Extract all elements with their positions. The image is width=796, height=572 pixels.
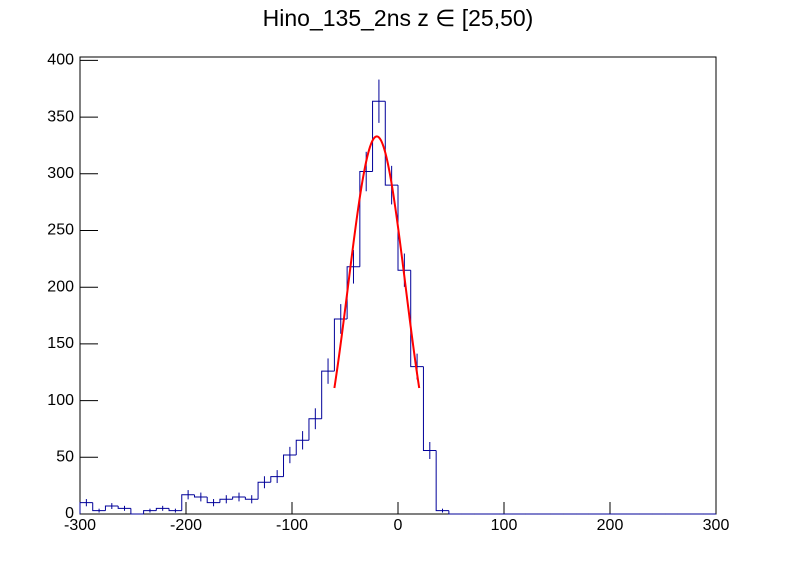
histogram-bin	[232, 496, 246, 500]
histogram-bin	[155, 507, 170, 511]
histogram-bin	[308, 418, 322, 441]
fit-curve	[333, 135, 421, 389]
histogram-bin	[410, 270, 424, 368]
histogram-bin	[333, 318, 348, 372]
x-tick-label: -200	[170, 517, 202, 534]
histogram-bin	[193, 494, 208, 498]
histogram-bin	[346, 266, 360, 319]
chart-title: Hino_135_2ns z ∈ [25,50)	[263, 5, 534, 31]
histogram-bin	[372, 100, 386, 172]
histogram-bin	[397, 185, 411, 271]
histogram-bin	[257, 481, 271, 500]
histogram-bin	[117, 506, 131, 509]
histogram-bin	[168, 508, 182, 512]
histogram-bin	[422, 366, 437, 451]
y-tick-label: 250	[47, 222, 74, 239]
y-tick-label: 100	[47, 392, 74, 409]
x-tick-label: 200	[597, 517, 624, 534]
histogram-bin	[435, 450, 449, 512]
histogram-bin	[104, 505, 119, 511]
histogram-bin	[130, 508, 144, 515]
y-tick-label: 300	[47, 165, 74, 182]
histogram-bin	[92, 502, 106, 512]
x-tick-label: 0	[394, 517, 403, 534]
histogram-bin	[244, 496, 259, 500]
histogram-bin	[448, 510, 462, 515]
histogram-bin	[384, 101, 398, 186]
x-tick-label: -300	[64, 517, 96, 534]
histogram-bin	[181, 494, 195, 511]
x-tick-label: 300	[703, 517, 730, 534]
histogram-bin	[219, 498, 233, 503]
histogram-bin	[283, 454, 297, 477]
y-tick-label: 0	[65, 505, 74, 522]
y-tick-label: 50	[56, 449, 74, 466]
y-tick-label: 400	[47, 52, 74, 69]
y-tick-label: 200	[47, 278, 74, 295]
histogram-bin	[206, 496, 220, 504]
histogram-bin	[79, 502, 93, 514]
histogram-bin	[359, 171, 373, 267]
histogram-bin	[143, 510, 157, 514]
y-tick-label: 350	[47, 108, 74, 125]
y-tick-label: 150	[47, 335, 74, 352]
histogram-bin	[321, 370, 335, 419]
histogram-bin	[295, 439, 309, 456]
x-tick-label: 100	[491, 517, 518, 534]
histogram-bin	[270, 476, 284, 483]
x-tick-label: -100	[276, 517, 308, 534]
